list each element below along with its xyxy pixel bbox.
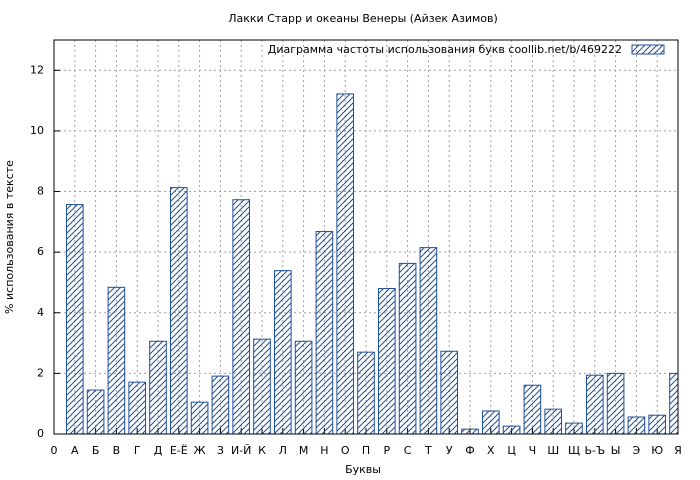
bar: [481, 410, 500, 434]
bar: [398, 262, 417, 434]
x-tick-label: М: [299, 444, 309, 457]
bar: [648, 414, 667, 434]
x-tick-label: У: [446, 444, 453, 457]
x-tick-label: Ь-Ъ: [584, 444, 605, 457]
x-tick-label: Д: [154, 444, 163, 457]
bar: [523, 384, 542, 434]
y-tick-label: 0: [37, 427, 44, 440]
x-tick-label: О: [341, 444, 350, 457]
x-tick-label: Щ: [568, 444, 580, 457]
x-tick-label: Х: [487, 444, 495, 457]
x-tick-label: В: [113, 444, 121, 457]
x-tick-label: Н: [320, 444, 328, 457]
x-tick-label: Ш: [547, 444, 559, 457]
x-tick-label: Э: [633, 444, 641, 457]
bar: [190, 401, 209, 434]
legend-label: Диаграмма частоты использования букв coo…: [268, 43, 622, 56]
x-tick-label: Ч: [529, 444, 537, 457]
x-tick-label: З: [217, 444, 224, 457]
x-tick-label: А: [71, 444, 79, 457]
x-tick-label: Ы: [611, 444, 621, 457]
bar: [565, 422, 583, 434]
bar: [544, 408, 563, 434]
chart-title: Лакки Старр и океаны Венеры (Айзек Азимо…: [228, 12, 498, 25]
bar: [585, 374, 604, 434]
x-tick-label: Ю: [651, 444, 663, 457]
x-tick-label: Б: [92, 444, 100, 457]
x-tick-label: Е-Ё: [170, 444, 188, 457]
bar: [461, 428, 479, 434]
bar: [606, 372, 625, 434]
x-tick-label: Я: [674, 444, 682, 457]
x-tick-label: Г: [134, 444, 141, 457]
bar: [253, 338, 271, 434]
bar: [419, 247, 438, 434]
bar: [627, 416, 646, 434]
legend-swatch: [631, 44, 665, 55]
plot-frame: [53, 39, 679, 435]
y-tick-label: 4: [37, 306, 44, 319]
x-tick-label: 0: [51, 444, 58, 457]
x-tick-label: Т: [424, 444, 432, 457]
x-tick-label: С: [404, 444, 412, 457]
bar: [86, 389, 105, 434]
x-tick-label: К: [258, 444, 266, 457]
x-tick-label: Р: [383, 444, 390, 457]
x-axis-label: Буквы: [345, 463, 381, 476]
x-tick-label: П: [362, 444, 370, 457]
y-tick-label: 10: [30, 124, 44, 137]
y-tick-label: 8: [37, 185, 44, 198]
x-tick-label: Ж: [194, 444, 206, 457]
x-tick-label: Ф: [465, 444, 474, 457]
bar: [128, 381, 147, 434]
bar: [169, 187, 188, 434]
y-axis-label: % использования в тексте: [3, 160, 16, 314]
bar: [502, 425, 521, 434]
bar: [315, 231, 334, 434]
x-tick-label: Ц: [507, 444, 516, 457]
bar: [440, 350, 459, 434]
x-tick-label: И-Й: [231, 444, 251, 457]
bar: [211, 375, 230, 434]
bar: [377, 288, 396, 434]
bar: [232, 199, 251, 434]
legend: Диаграмма частоты использования букв coo…: [268, 43, 665, 56]
bar: [149, 340, 167, 434]
x-tick-label: Л: [279, 444, 287, 457]
bar: [273, 270, 292, 434]
bar: [294, 340, 313, 434]
y-tick-label: 12: [30, 63, 44, 76]
bar: [336, 93, 355, 434]
bar: [357, 351, 375, 434]
y-tick-label: 6: [37, 245, 44, 258]
bar: [107, 286, 126, 434]
bar: [65, 204, 84, 434]
y-tick-label: 2: [37, 366, 44, 379]
